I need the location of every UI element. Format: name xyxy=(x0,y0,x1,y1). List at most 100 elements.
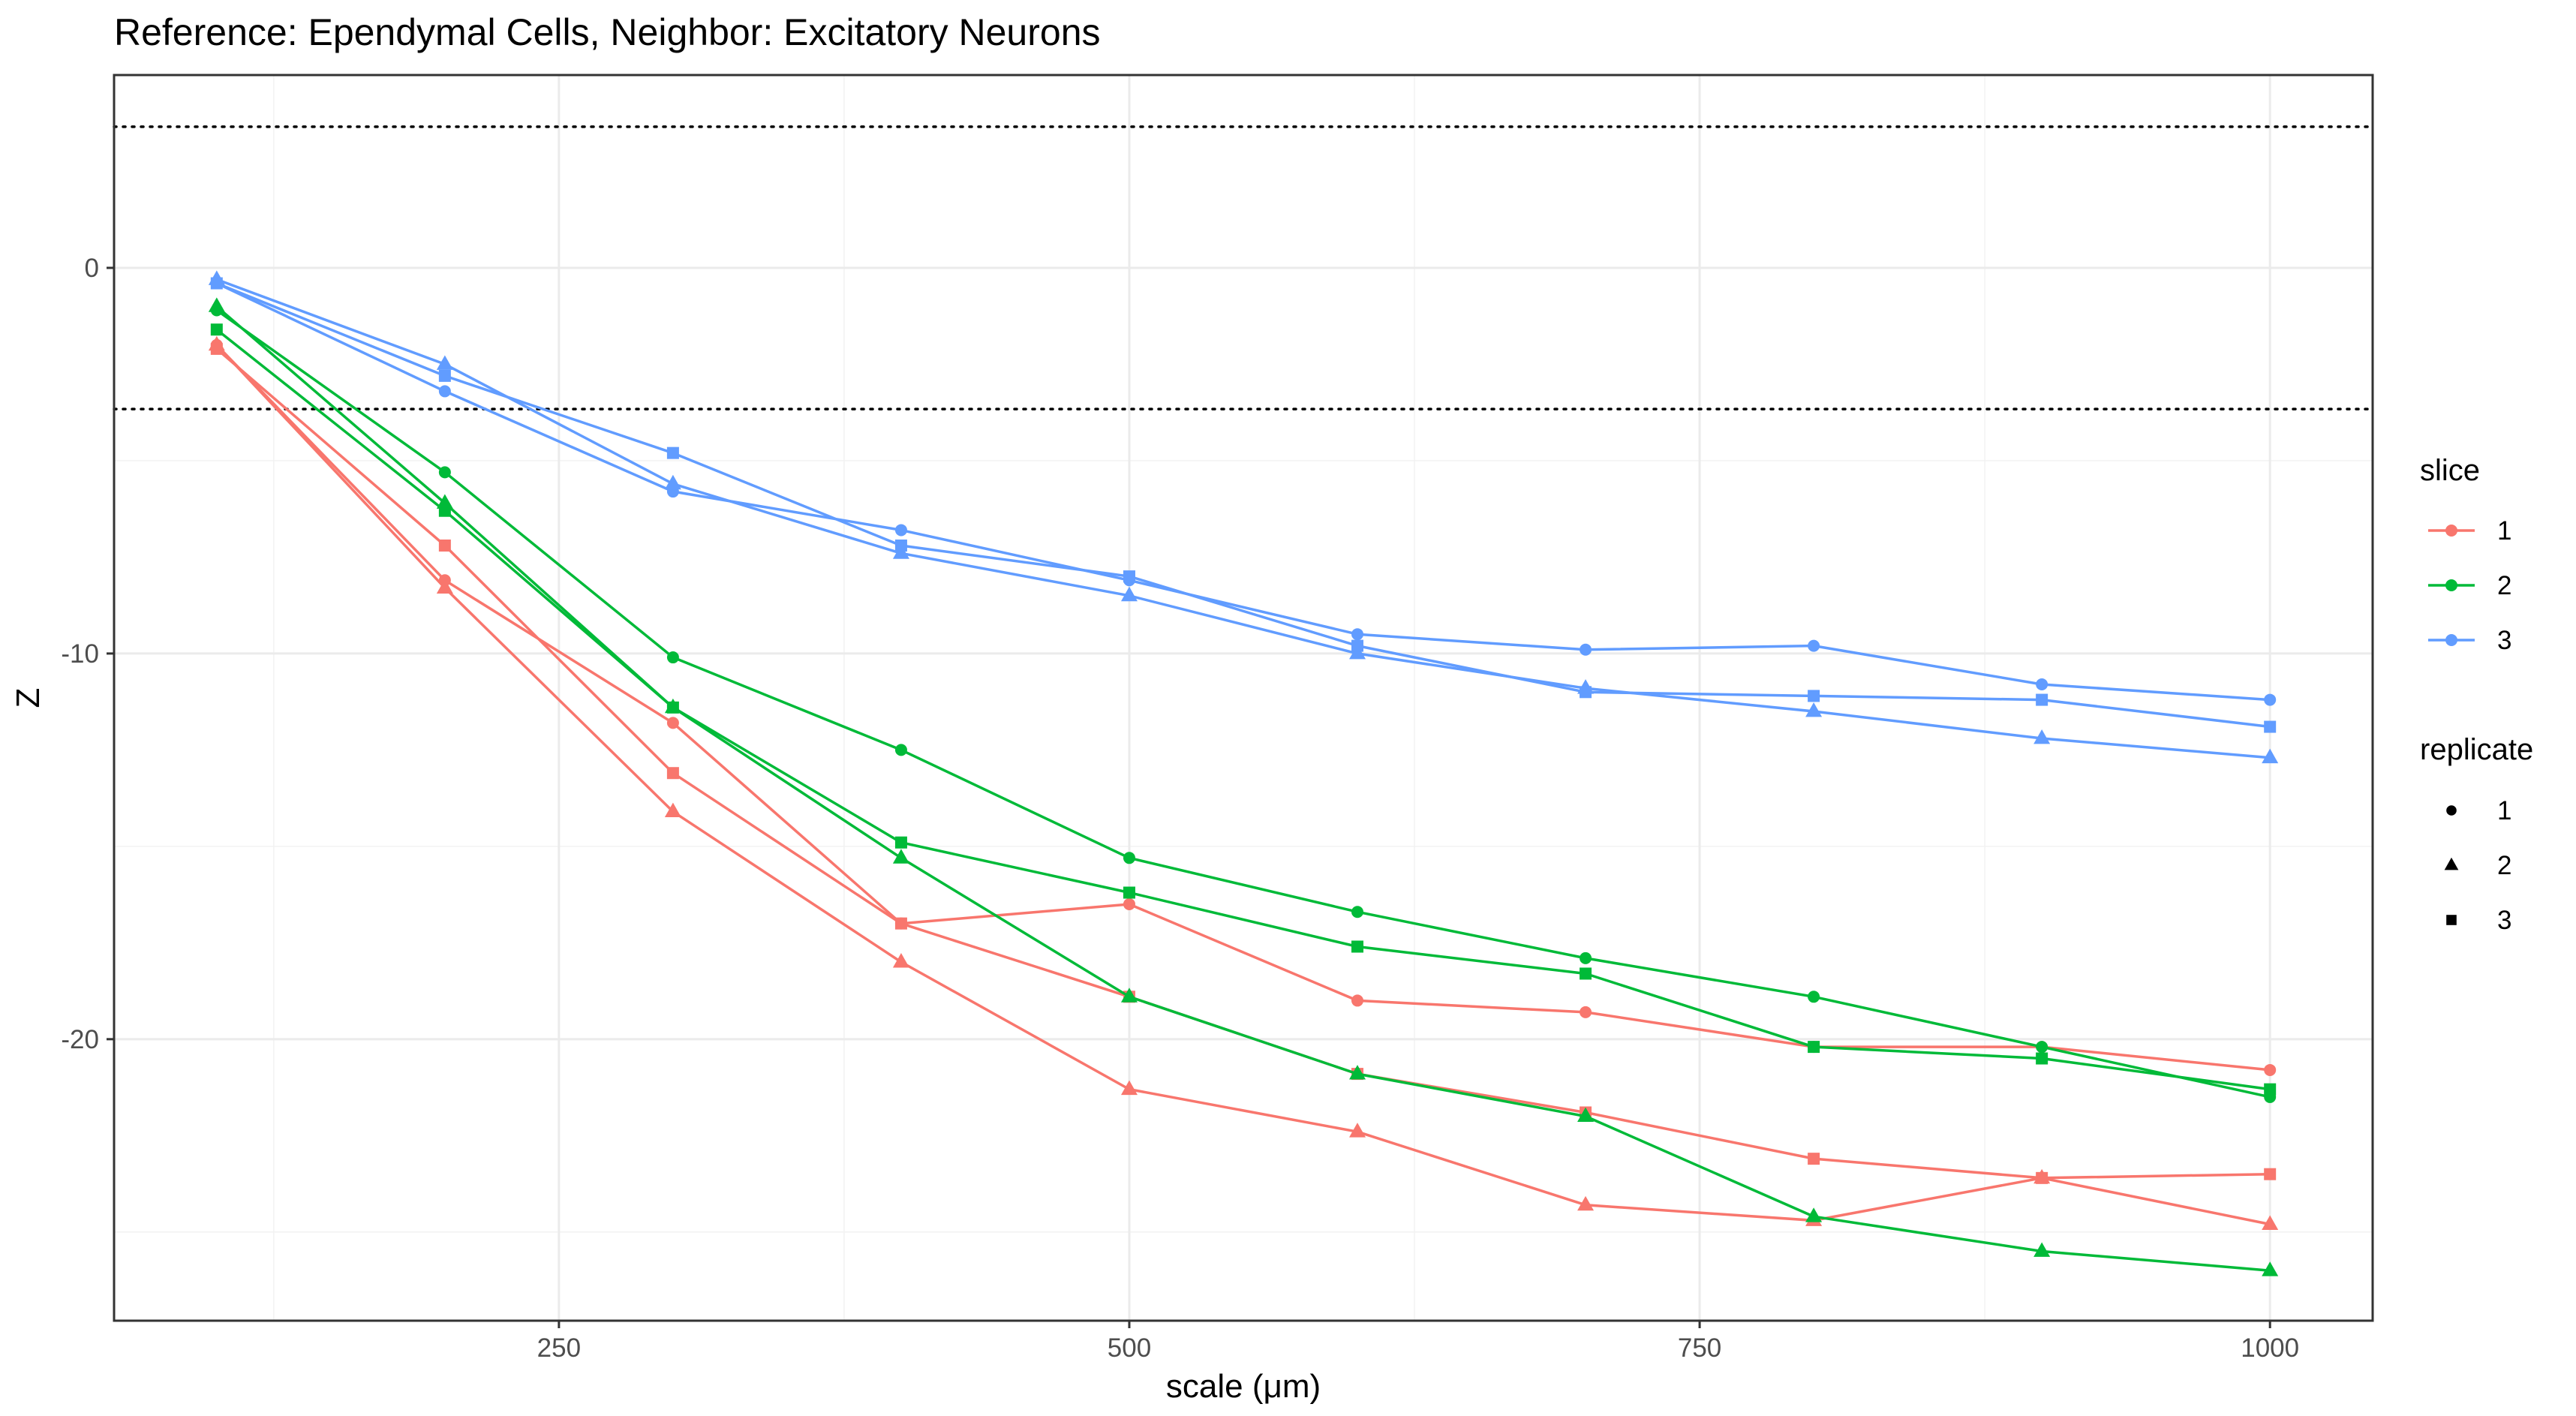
x-tick-label: 750 xyxy=(1678,1333,1721,1363)
legend-key-point xyxy=(2445,579,2457,591)
data-point xyxy=(1123,897,1135,910)
legend-key-shape xyxy=(2446,805,2457,816)
data-point xyxy=(892,849,909,864)
data-point xyxy=(1808,639,1820,652)
data-point xyxy=(1577,1195,1595,1211)
data-point xyxy=(210,323,223,336)
data-point xyxy=(2033,729,2051,744)
data-point xyxy=(1580,686,1592,699)
data-point xyxy=(1349,1123,1366,1138)
legend: slice 1 2 3 replicate 1 2 3 xyxy=(2420,454,2533,935)
legend-color-items: 1 2 3 xyxy=(2428,516,2511,655)
legend-replicate-1: 1 xyxy=(2446,796,2511,825)
legend-replicate-3: 3 xyxy=(2446,906,2511,935)
y-axis-label: Z xyxy=(10,688,47,708)
data-point xyxy=(1120,586,1138,602)
data-point xyxy=(210,342,223,355)
data-point xyxy=(1808,1041,1820,1054)
x-tick-label: 250 xyxy=(537,1333,581,1363)
data-point xyxy=(1123,570,1135,583)
data-point xyxy=(1120,988,1138,1003)
data-point xyxy=(2262,1261,2279,1276)
grid-layer xyxy=(114,74,2373,1321)
y-tick-label: 0 xyxy=(85,254,99,283)
legend-key-point xyxy=(2445,634,2457,646)
data-point xyxy=(438,466,451,479)
data-point xyxy=(892,953,909,968)
data-point xyxy=(666,767,679,780)
legend-item-label: 1 xyxy=(2497,796,2511,825)
data-point xyxy=(436,355,453,370)
y-axis: 0 -10 -20 xyxy=(61,254,114,1054)
x-axis-label: scale (μm) xyxy=(1166,1368,1321,1405)
data-point xyxy=(1349,1065,1366,1080)
data-point xyxy=(2036,693,2048,706)
chart-title: Reference: Ependymal Cells, Neighbor: Ex… xyxy=(114,11,1101,53)
data-point xyxy=(894,539,907,552)
series-line xyxy=(215,344,2271,1072)
data-point xyxy=(1577,1107,1595,1123)
legend-slice-1: 1 xyxy=(2428,516,2511,546)
legend-key-shape xyxy=(2444,857,2459,870)
data-point xyxy=(438,539,451,552)
data-point xyxy=(2264,720,2277,733)
data-point xyxy=(2264,1168,2277,1180)
legend-key-point xyxy=(2445,525,2457,537)
data-point xyxy=(666,701,679,714)
data-point xyxy=(894,917,907,930)
data-point xyxy=(208,297,225,312)
data-point xyxy=(1120,1080,1138,1096)
data-point xyxy=(2262,748,2279,764)
data-point xyxy=(210,277,223,290)
data-point xyxy=(438,385,451,398)
data-point xyxy=(2264,693,2277,706)
data-point xyxy=(1123,852,1135,864)
legend-item-label: 2 xyxy=(2497,851,2511,880)
data-point xyxy=(1351,628,1364,641)
data-point xyxy=(664,802,681,818)
data-point xyxy=(1351,639,1364,652)
data-point xyxy=(894,744,907,756)
plot-panel xyxy=(114,75,2373,1321)
legend-color-title: slice xyxy=(2420,454,2480,487)
legend-item-label: 1 xyxy=(2497,516,2511,546)
legend-slice-2: 2 xyxy=(2428,571,2511,600)
legend-item-label: 3 xyxy=(2497,626,2511,655)
data-point xyxy=(2264,1083,2277,1096)
data-point xyxy=(2262,1215,2279,1230)
data-point xyxy=(1351,940,1364,953)
data-point xyxy=(2036,1052,2048,1065)
series-slice-3-replicate-2 xyxy=(208,270,2279,764)
data-point xyxy=(438,369,451,382)
data-point xyxy=(2036,1041,2048,1054)
reference-lines xyxy=(113,125,2374,410)
series-line xyxy=(215,309,2271,1099)
data-point xyxy=(1808,1153,1820,1165)
data-point xyxy=(2036,678,2048,691)
data-point xyxy=(666,651,679,664)
legend-item-label: 2 xyxy=(2497,571,2511,600)
series-line xyxy=(216,278,2271,759)
y-tick-label: -10 xyxy=(61,639,99,669)
series-slice-2-replicate-2 xyxy=(208,297,2279,1276)
data-point xyxy=(1580,952,1592,964)
data-point xyxy=(1580,967,1592,980)
data-point xyxy=(894,836,907,849)
data-point xyxy=(894,524,907,537)
data-point xyxy=(1805,702,1823,717)
x-axis: 250 500 750 1000 xyxy=(537,1321,2299,1363)
series-line xyxy=(216,281,2271,702)
data-point xyxy=(436,579,453,594)
plot-border xyxy=(113,74,2374,1322)
series-line xyxy=(215,328,2271,1091)
data-point xyxy=(664,474,681,490)
legend-replicate-2: 2 xyxy=(2444,851,2511,880)
data-point xyxy=(1580,643,1592,656)
series-slice-1-replicate-1 xyxy=(210,338,2277,1076)
series-line xyxy=(215,344,2271,1226)
legend-shape-title: replicate xyxy=(2420,733,2533,766)
series-line xyxy=(216,281,2271,729)
data-point xyxy=(666,446,679,459)
data-point xyxy=(2036,1171,2048,1184)
